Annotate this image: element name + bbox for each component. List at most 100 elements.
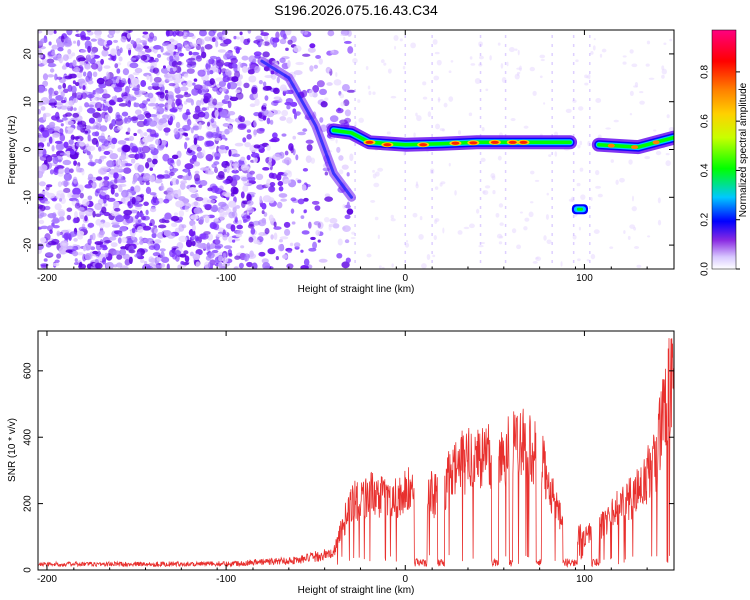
noise-speckle bbox=[128, 135, 135, 141]
faint-speckle bbox=[374, 216, 379, 221]
faint-speckle bbox=[433, 235, 437, 241]
noise-speckle bbox=[164, 212, 172, 220]
noise-speckle bbox=[207, 104, 216, 109]
colorbar-tick-label: 0.4 bbox=[700, 163, 711, 177]
noise-speckle bbox=[106, 160, 115, 168]
noise-speckle bbox=[120, 36, 127, 43]
noise-speckle bbox=[182, 175, 190, 181]
faint-speckle bbox=[351, 231, 356, 235]
noise-speckle bbox=[146, 265, 153, 269]
noise-speckle bbox=[270, 234, 274, 240]
faint-speckle bbox=[633, 246, 640, 249]
noise-speckle bbox=[40, 237, 47, 243]
noise-speckle bbox=[84, 215, 88, 222]
noise-speckle bbox=[84, 253, 92, 261]
noise-speckle bbox=[210, 132, 219, 139]
noise-speckle bbox=[260, 109, 269, 116]
noise-speckle bbox=[212, 186, 218, 190]
faint-speckle bbox=[647, 235, 651, 238]
noise-speckle bbox=[262, 81, 267, 87]
noise-speckle bbox=[40, 96, 50, 105]
noise-speckle bbox=[57, 85, 62, 90]
faint-speckle bbox=[523, 226, 528, 231]
noise-speckle bbox=[166, 30, 174, 37]
noise-speckle bbox=[224, 63, 234, 67]
noise-speckle bbox=[87, 195, 93, 201]
faint-speckle bbox=[548, 154, 552, 158]
noise-speckle bbox=[75, 165, 81, 173]
noise-speckle bbox=[150, 61, 158, 67]
noise-speckle bbox=[138, 219, 142, 224]
noise-speckle bbox=[121, 111, 129, 117]
noise-speckle bbox=[194, 235, 200, 242]
noise-speckle bbox=[262, 115, 267, 121]
noise-speckle bbox=[346, 208, 354, 215]
faint-speckle bbox=[516, 244, 522, 250]
noise-speckle bbox=[163, 230, 172, 237]
noise-speckle bbox=[253, 51, 262, 57]
noise-speckle bbox=[149, 144, 156, 150]
hot-spot-core bbox=[419, 143, 428, 147]
noise-speckle bbox=[126, 103, 131, 107]
noise-speckle bbox=[315, 229, 320, 236]
noise-speckle bbox=[48, 121, 56, 128]
noise-speckle bbox=[58, 216, 65, 222]
snr-x-label: Height of straight line (km) bbox=[298, 585, 415, 596]
carrier-track-green bbox=[331, 128, 572, 147]
noise-speckle bbox=[140, 215, 146, 221]
noise-speckle bbox=[149, 167, 154, 171]
faint-speckle bbox=[631, 63, 638, 68]
faint-speckle bbox=[610, 159, 614, 163]
faint-speckle bbox=[412, 212, 418, 218]
noise-speckle bbox=[154, 57, 159, 63]
noise-speckle bbox=[214, 151, 221, 160]
noise-speckle bbox=[57, 41, 65, 49]
noise-speckle bbox=[133, 203, 143, 207]
noise-speckle bbox=[57, 54, 62, 62]
faint-speckle bbox=[615, 179, 619, 185]
noise-speckle bbox=[276, 173, 282, 181]
noise-speckle bbox=[206, 70, 211, 76]
faint-speckle bbox=[668, 126, 674, 132]
noise-speckle bbox=[178, 196, 186, 201]
faint-speckle bbox=[432, 254, 436, 258]
noise-speckle bbox=[287, 249, 292, 254]
noise-speckle bbox=[192, 82, 196, 86]
noise-speckle bbox=[218, 263, 225, 269]
noise-speckle bbox=[278, 193, 288, 198]
noise-speckle bbox=[128, 154, 137, 159]
noise-speckle bbox=[255, 173, 264, 181]
faint-speckle bbox=[595, 169, 600, 176]
noise-speckle bbox=[116, 262, 123, 268]
noise-speckle bbox=[223, 245, 233, 250]
noise-speckle bbox=[63, 232, 72, 240]
noise-speckle bbox=[118, 103, 128, 107]
noise-speckle bbox=[132, 175, 138, 183]
noise-speckle bbox=[46, 58, 55, 64]
noise-speckle bbox=[267, 160, 272, 168]
noise-speckle bbox=[277, 171, 284, 176]
faint-speckle bbox=[634, 81, 639, 87]
noise-speckle bbox=[153, 45, 162, 50]
noise-speckle bbox=[223, 168, 227, 173]
noise-speckle bbox=[130, 158, 136, 164]
noise-speckle bbox=[192, 253, 201, 261]
noise-speckle bbox=[282, 254, 288, 259]
noise-speckle bbox=[133, 132, 138, 137]
faint-speckle bbox=[519, 211, 523, 214]
faint-speckle bbox=[579, 167, 584, 172]
faint-speckle bbox=[577, 144, 581, 149]
noise-speckle bbox=[302, 167, 309, 172]
noise-speckle bbox=[214, 166, 218, 174]
noise-speckle bbox=[222, 257, 229, 263]
noise-speckle bbox=[174, 86, 181, 94]
noise-speckle bbox=[113, 172, 119, 179]
noise-speckle bbox=[222, 161, 227, 165]
noise-speckle bbox=[193, 161, 201, 167]
noise-speckle bbox=[134, 67, 143, 74]
shifted-segment-core bbox=[576, 207, 584, 211]
noise-speckle bbox=[300, 215, 305, 220]
noise-speckle bbox=[41, 58, 48, 66]
noise-speckle bbox=[130, 39, 135, 45]
faint-speckle bbox=[422, 96, 428, 100]
